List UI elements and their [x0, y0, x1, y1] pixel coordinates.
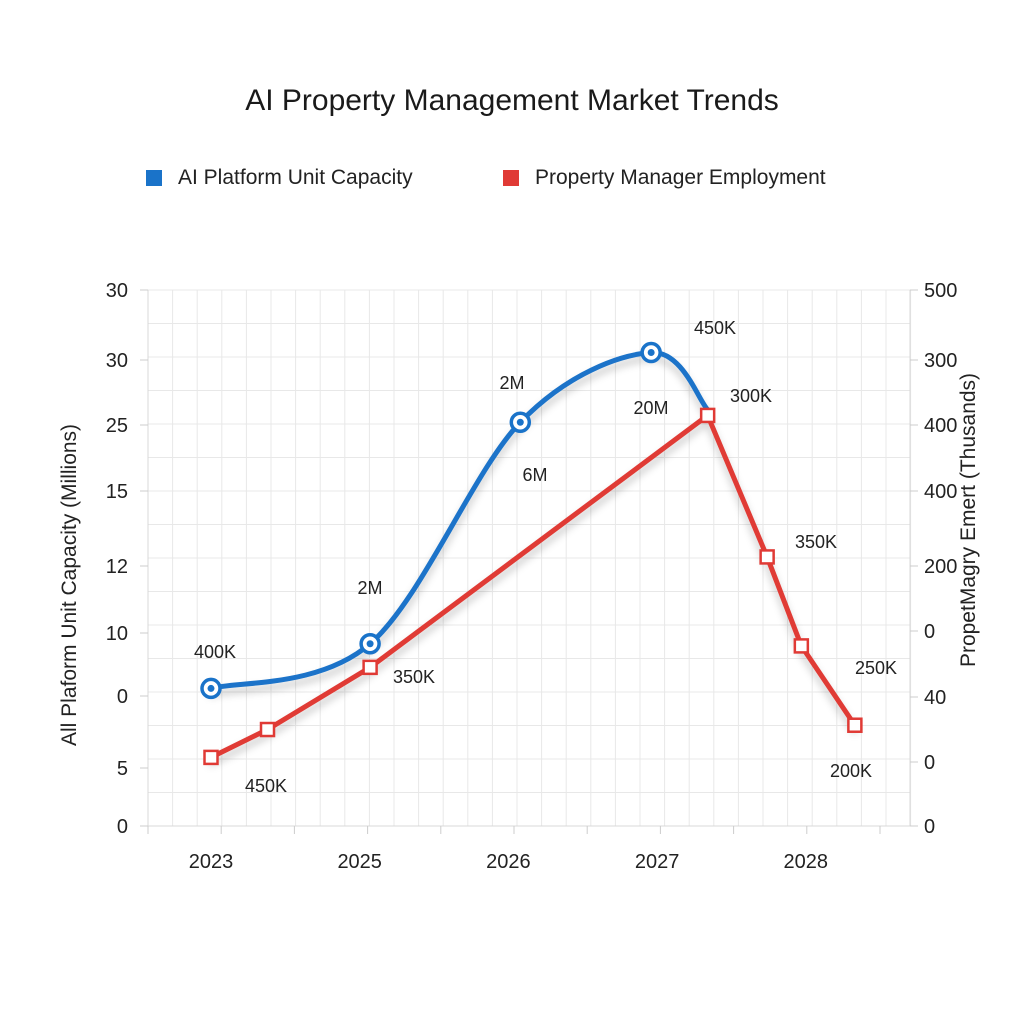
- data-label: 2M: [357, 578, 382, 598]
- data-label: 200K: [830, 761, 872, 781]
- y-right-tick-label: 400: [924, 481, 957, 503]
- y-left-tick-label: 10: [106, 623, 128, 645]
- y-right-tick-label: 0: [924, 752, 935, 774]
- data-label: 20M: [633, 398, 668, 418]
- x-tick-label: 2025: [337, 851, 382, 873]
- x-tick-label: 2026: [486, 851, 531, 873]
- data-point-marker: [759, 549, 775, 565]
- data-label: 450K: [694, 318, 736, 338]
- x-tick-label: 2027: [635, 851, 680, 873]
- y-left-tick-label: 0: [117, 816, 128, 838]
- legend-item-ai-platform: AI Platform Unit Capacity: [146, 166, 413, 190]
- data-point-marker-center: [366, 640, 374, 648]
- data-label: 300K: [730, 386, 772, 406]
- y-right-tick-label: 300: [924, 350, 957, 372]
- data-point-marker: [259, 721, 276, 738]
- x-tick-label: 2028: [784, 851, 829, 873]
- chart-title: AI Property Management Market Trends: [245, 84, 779, 117]
- data-label: 6M: [522, 465, 547, 485]
- y-left-tick-label: 30: [106, 280, 128, 302]
- y-left-tick-label: 15: [106, 481, 128, 503]
- data-label: 350K: [795, 532, 837, 552]
- data-point-marker: [362, 659, 378, 676]
- y-right-tick-label: 0: [924, 621, 935, 643]
- data-point-marker: [793, 638, 810, 654]
- legend-label: AI Platform Unit Capacity: [178, 166, 413, 189]
- data-label: 350K: [393, 667, 435, 687]
- y-left-tick-label: 25: [106, 415, 128, 437]
- y-left-tick-label: 0: [117, 686, 128, 708]
- y-right-tick-label: 200: [924, 556, 957, 578]
- legend-label: Property Manager Employment: [535, 166, 826, 189]
- y-left-tick-label: 5: [117, 758, 128, 780]
- data-label: 250K: [855, 658, 897, 678]
- y-left-axis-label: All Plaform Unit Capacity (Millions): [58, 424, 81, 746]
- legend-item-property-manager: Property Manager Employment: [503, 166, 826, 190]
- data-point-marker: [847, 717, 863, 733]
- data-label: 400K: [194, 642, 236, 662]
- data-point-marker-center: [207, 684, 215, 692]
- y-left-tick-label: 12: [106, 556, 128, 578]
- y-right-tick-label: 400: [924, 415, 957, 437]
- data-label: 2M: [499, 373, 524, 393]
- data-point-marker-center: [516, 418, 524, 426]
- data-point-marker-center: [647, 349, 655, 357]
- data-label: 450K: [245, 776, 287, 796]
- legend-swatch-blue: [146, 170, 162, 186]
- y-right-tick-label: 0: [924, 816, 935, 838]
- y-right-tick-label: 40: [924, 687, 946, 709]
- data-point-marker: [699, 407, 716, 424]
- y-right-tick-label: 500: [924, 280, 957, 302]
- y-right-axis-label: PropetMagry Emert (Thusands): [957, 373, 980, 667]
- data-point-marker: [203, 749, 219, 766]
- x-tick-label: 2023: [189, 851, 234, 873]
- legend-swatch-red: [503, 170, 519, 186]
- y-left-tick-label: 30: [106, 350, 128, 372]
